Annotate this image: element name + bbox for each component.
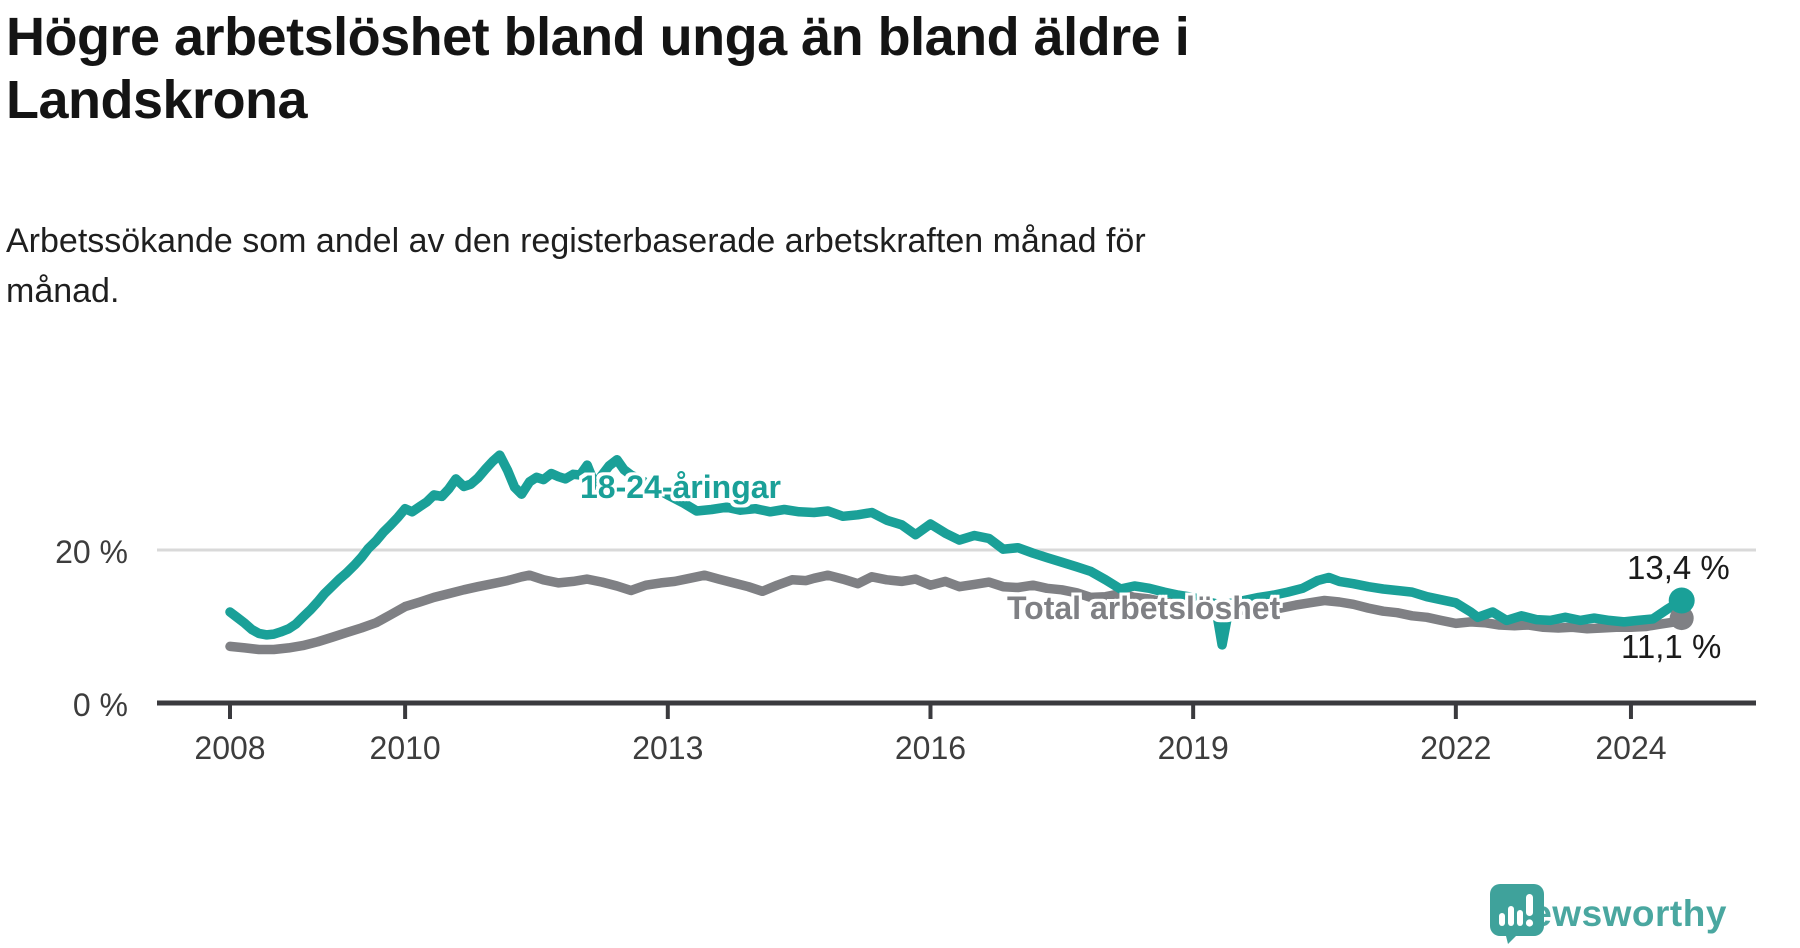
- x-tick-label-2019: 2019: [1157, 730, 1229, 766]
- y-tick-label-0: 0 %: [72, 687, 128, 723]
- series-label-total: Total arbetslöshet: [1007, 590, 1281, 626]
- series-label-youth: 18-24-åringar: [580, 469, 781, 505]
- series-line-Total arbetslöshet: [225, 570, 1687, 655]
- x-tick-label-2022: 2022: [1420, 730, 1492, 766]
- x-tick-label-2016: 2016: [894, 730, 967, 766]
- title-line-1: Högre arbetslöshet bland unga än bland ä…: [6, 7, 1190, 67]
- x-tick-label-2024: 2024: [1595, 730, 1667, 766]
- title-line-2: Landskrona: [6, 70, 308, 130]
- subtitle-line-2: månad.: [6, 272, 120, 310]
- series-end-dot-Total arbetslöshet: [1669, 606, 1694, 631]
- y-tick-label-20: 20 %: [55, 534, 128, 570]
- series-end-dot-18-24-åringar: [1668, 587, 1695, 614]
- page-title: Högre arbetslöshet bland unga än bland ä…: [6, 6, 1566, 132]
- end-value-youth: 13,4 %: [1627, 549, 1730, 586]
- newsworthy-logo-icon: [1490, 884, 1544, 944]
- chart-subtitle: Arbetssökande som andel av den registerb…: [6, 216, 1506, 316]
- x-tick-label-2008: 2008: [194, 730, 266, 766]
- series-line-18-24-åringar: [225, 450, 1687, 650]
- subtitle-line-1: Arbetssökande som andel av den registerb…: [6, 222, 1146, 260]
- end-value-total: 11,1 %: [1621, 628, 1722, 665]
- x-tick-label-2013: 2013: [632, 730, 704, 766]
- newsworthy-logo: Newsworthy: [1490, 884, 1727, 944]
- x-tick-label-2010: 2010: [369, 730, 441, 766]
